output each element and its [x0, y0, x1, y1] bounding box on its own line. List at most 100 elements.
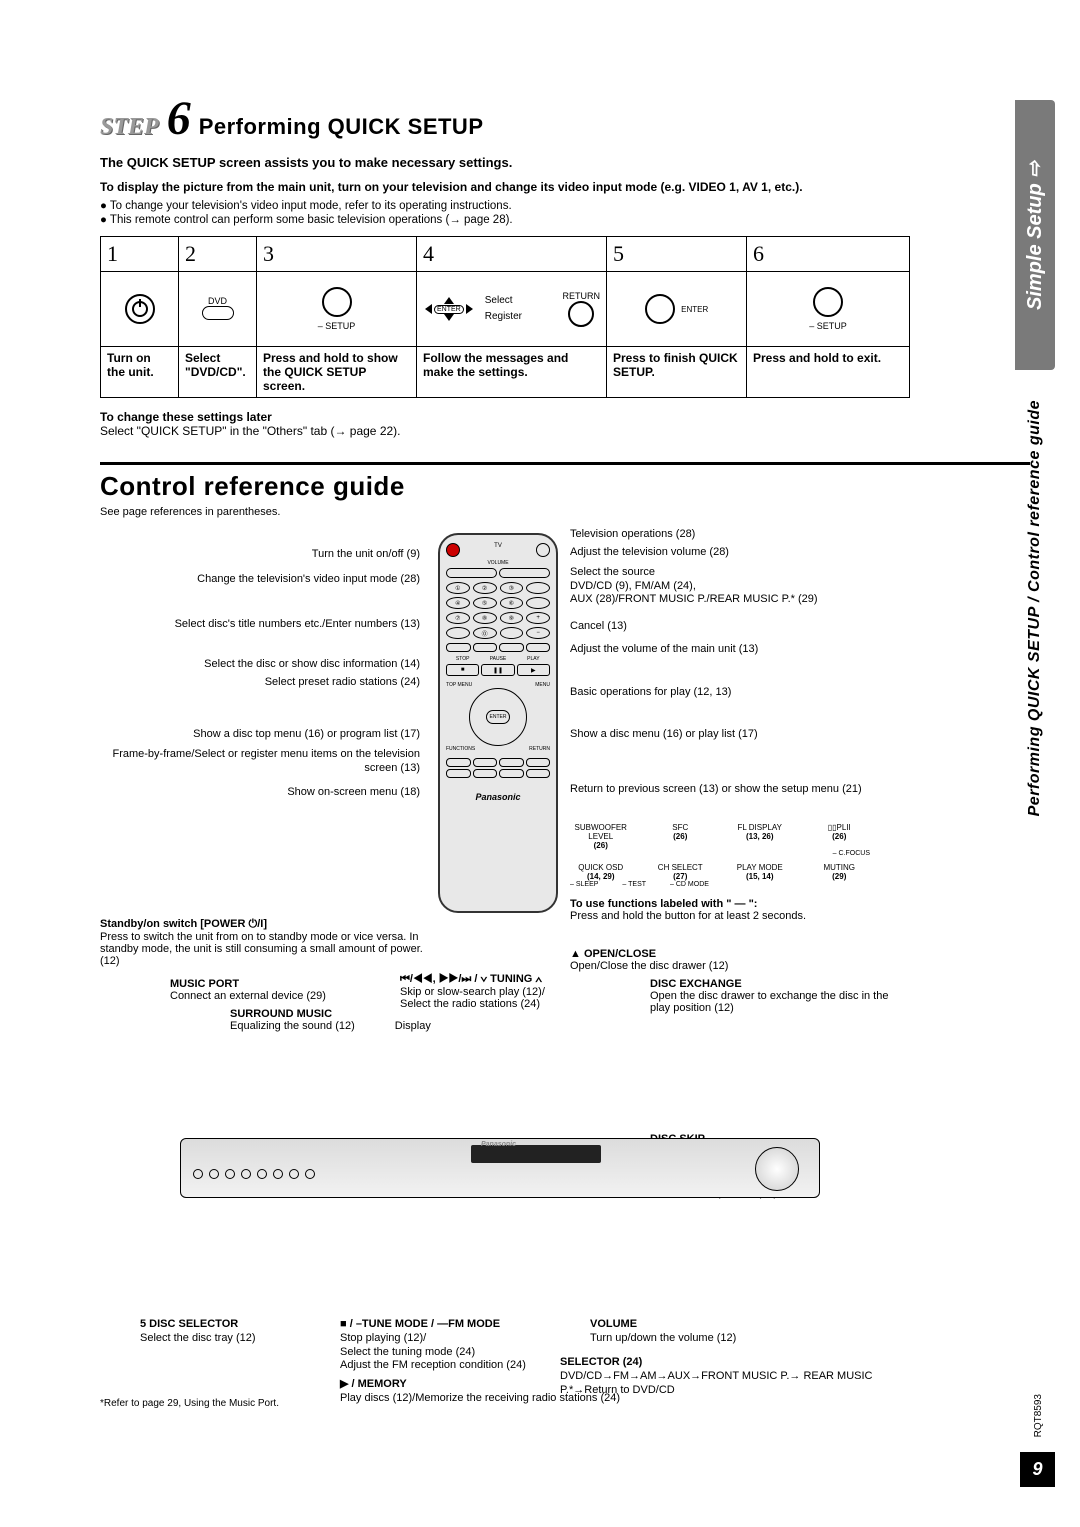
surround-h: SURROUND MUSIC	[230, 1008, 431, 1020]
callout-l-3: Select the disc or show disc information…	[100, 658, 420, 672]
callout-l-2: Select disc's title numbers etc./Enter n…	[100, 618, 420, 632]
badge-l: PLAY MODE	[729, 863, 791, 872]
callout-r-8: Show a disc menu (16) or play list (17)	[570, 728, 900, 742]
page-number: 9	[1020, 1452, 1055, 1487]
enter-label: ENTER	[681, 305, 708, 314]
step-number: 6	[167, 100, 191, 138]
section-divider: Control reference guide See page referen…	[100, 462, 1030, 1198]
badge-l: QUICK OSD	[570, 863, 632, 872]
step-title: Performing QUICK SETUP	[199, 114, 484, 140]
callout-l-7: Show on-screen menu (18)	[100, 786, 420, 800]
badge-sub: – CD MODE	[670, 881, 709, 888]
surround-block: SURROUND MUSIC Equalizing the sound (12)…	[230, 1008, 431, 1032]
tuning-t1: Skip or slow-search play (12)/	[400, 986, 610, 998]
badge-l: MUTING	[809, 863, 871, 872]
volume-h: VOLUME	[590, 1318, 830, 1332]
callout-r-5: Cancel (13)	[570, 620, 900, 634]
callout-r-3: DVD/CD (9), FM/AM (24),	[570, 580, 900, 594]
callout-r-6: Adjust the volume of the main unit (13)	[570, 643, 900, 657]
tune-mode-t1: Stop playing (12)/	[340, 1332, 600, 1346]
power-icon	[125, 294, 155, 324]
inst-3: Press and hold to show the QUICK SETUP s…	[257, 347, 417, 398]
to-use-heading: To use functions labeled with " — ":	[570, 898, 870, 910]
badge-sub: – TEST	[622, 881, 646, 888]
tuning-block: ⏮/◀◀, ▶▶/⏭ / ∨ TUNING ∧ Skip or slow-sea…	[400, 973, 610, 1010]
quick-setup-steps-table: 1 2 3 4 5 6 DVD – SETUP	[100, 236, 910, 398]
dvd-label: DVD	[185, 296, 250, 306]
inst-4: Follow the messages and make the setting…	[417, 347, 607, 398]
intro-line1: The QUICK SETUP screen assists you to ma…	[100, 155, 1030, 170]
badge-sub: – SLEEP	[570, 881, 598, 888]
tuning-h: ⏮/◀◀, ▶▶/⏭ / ∨ TUNING ∧	[400, 973, 610, 986]
dpad-icon: ENTER	[425, 297, 473, 321]
unit-brand: Panasonic	[481, 1141, 516, 1148]
control-ref-subtitle: See page references in parentheses.	[100, 506, 1030, 518]
intro-bullet1: ● To change your television's video inpu…	[100, 200, 1030, 212]
after-heading: To change these settings later	[100, 410, 1030, 424]
after-text: Select "QUICK SETUP" in the "Others" tab…	[100, 424, 1030, 438]
badge-v: (26)	[809, 832, 871, 841]
open-close-t: Open/Close the disc drawer (12)	[570, 960, 728, 972]
badge-v: (26)	[570, 841, 632, 850]
selector-h: SELECTOR (24)	[560, 1356, 900, 1370]
step-header: STEP 6 Performing QUICK SETUP	[100, 100, 1030, 141]
intro-line2: To display the picture from the main uni…	[100, 180, 1030, 194]
remote-reference-area: TV VOLUME ① ② ③ ④ ⑤ ⑥	[100, 518, 910, 1028]
callout-r-9: Return to previous screen (13) or show t…	[570, 783, 900, 797]
music-port-h: MUSIC PORT	[170, 978, 326, 990]
manual-page: STEP 6 Performing QUICK SETUP The QUICK …	[0, 0, 1080, 1238]
step-col-2: 2	[185, 241, 196, 266]
footnote: *Refer to page 29, Using the Music Port.	[100, 1398, 279, 1411]
badge-v: (27)	[650, 872, 712, 881]
volume-t: Turn up/down the volume (12)	[590, 1332, 830, 1346]
callout-l-6: Frame-by-frame/Select or register menu i…	[100, 748, 420, 776]
step-icon-row: DVD – SETUP ENTER	[101, 272, 910, 347]
main-unit-area: DISC SKIP Skip to the next disc tray (12…	[100, 1138, 910, 1198]
inst-1: Turn on the unit.	[101, 347, 179, 398]
badge-l: SUBWOOFER LEVEL	[570, 823, 632, 841]
step-number-row: 1 2 3 4 5 6	[101, 237, 910, 272]
badge-v: (15, 14)	[729, 872, 791, 881]
tuning-t2: Select the radio stations (24)	[400, 998, 610, 1010]
intro-bullet2: ● This remote control can perform some b…	[100, 214, 1030, 226]
disc-exchange-block: DISC EXCHANGE Open the disc drawer to ex…	[650, 978, 900, 1014]
inst-5: Press to finish QUICK SETUP.	[607, 347, 747, 398]
badge-v: (13, 26)	[729, 832, 791, 841]
badge-l: CH SELECT	[650, 863, 712, 872]
standby-block: Standby/on switch [POWER ⏻/I] Press to s…	[100, 918, 430, 967]
disc-selector-t: Select the disc tray (12)	[140, 1332, 330, 1346]
surround-t: Equalizing the sound (12)	[230, 1020, 355, 1032]
to-use-text: Press and hold the button for at least 2…	[570, 910, 870, 922]
display-label: Display	[395, 1020, 431, 1032]
inst-2: Select "DVD/CD".	[179, 347, 257, 398]
select-label: Select	[485, 293, 522, 309]
step-instruction-row: Turn on the unit. Select "DVD/CD". Press…	[101, 347, 910, 398]
selector-t: DVD/CD→FM→AM→AUX→FRONT MUSIC P.→ REAR MU…	[560, 1370, 900, 1398]
badge-l: SFC	[650, 823, 712, 832]
setup-label-2: – SETUP	[753, 321, 903, 331]
badge-v: (14, 29)	[570, 872, 632, 881]
remote-badge-table: SUBWOOFER LEVEL(26) SFC(26) FL DISPLAY(1…	[570, 823, 870, 922]
callout-l-1: Change the television's video input mode…	[100, 573, 420, 587]
change-settings-note: To change these settings later Select "Q…	[100, 410, 1030, 438]
remote-illustration: TV VOLUME ① ② ③ ④ ⑤ ⑥	[438, 533, 558, 913]
step-col-6: 6	[753, 241, 764, 266]
badge-v: (29)	[809, 872, 871, 881]
callout-r-1: Adjust the television volume (28)	[570, 546, 900, 560]
music-port-t: Connect an external device (29)	[170, 990, 326, 1002]
disc-selector-h: 5 DISC SELECTOR	[140, 1318, 330, 1332]
badge-l: ▯▯PLII	[809, 823, 871, 832]
volume-knob-icon	[755, 1147, 799, 1191]
side-tab: Simple Setup ⇨	[1015, 100, 1055, 370]
standby-heading: Standby/on switch [POWER ⏻/I]	[100, 918, 430, 931]
badge-l: FL DISPLAY	[729, 823, 791, 832]
step-word: STEP	[100, 114, 159, 141]
return-button-icon	[568, 301, 594, 327]
music-port-block: MUSIC PORT Connect an external device (2…	[170, 978, 326, 1002]
step-col-4: 4	[423, 241, 434, 266]
badge-v: (26)	[650, 832, 712, 841]
callout-l-0: Turn the unit on/off (9)	[100, 548, 420, 562]
badge-sub: – C.FOCUS	[570, 850, 870, 857]
setup-button-icon-2	[813, 287, 843, 317]
tune-mode-h: ■ / –TUNE MODE / —FM MODE	[340, 1318, 600, 1332]
